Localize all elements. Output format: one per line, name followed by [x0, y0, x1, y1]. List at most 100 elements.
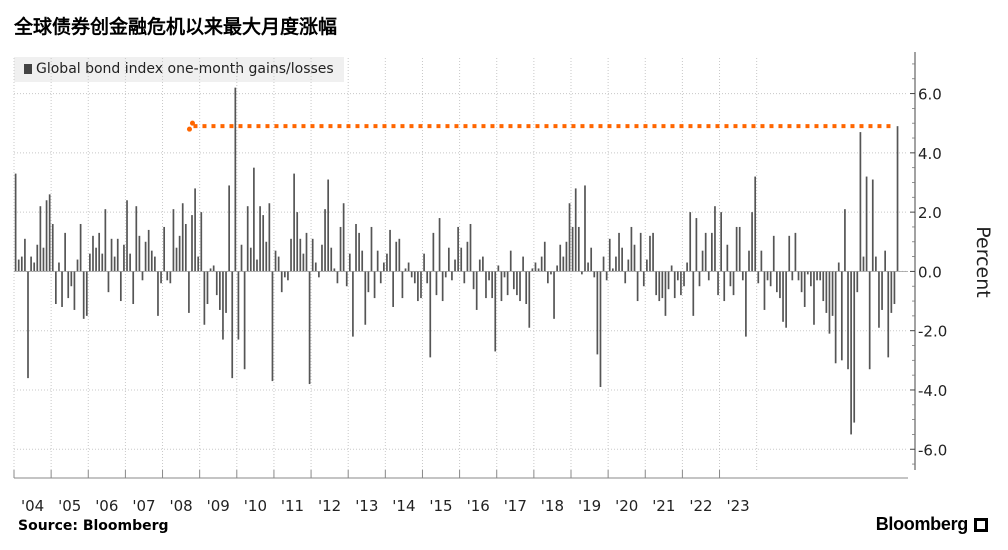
bar — [868, 271, 871, 370]
bar — [203, 271, 206, 325]
bar — [423, 253, 425, 272]
bar — [726, 244, 729, 272]
bar — [27, 271, 29, 379]
bar — [711, 232, 713, 272]
bar — [469, 223, 472, 272]
bar — [596, 271, 599, 355]
legend-label: Global bond index one-month gains/losses — [36, 61, 334, 77]
bar — [135, 206, 138, 272]
bar — [376, 250, 379, 272]
bar — [107, 271, 110, 293]
bar — [701, 250, 704, 272]
bar — [732, 271, 735, 296]
x-tick-label: '05 — [58, 497, 81, 515]
x-tick-label: '16 — [467, 497, 490, 515]
bar — [373, 271, 376, 299]
bar — [813, 271, 815, 325]
bar — [280, 271, 283, 293]
bar — [215, 271, 218, 296]
reference-line — [186, 120, 895, 132]
bar — [89, 253, 91, 272]
bar — [605, 271, 608, 281]
x-tick-label: '07 — [132, 497, 155, 515]
bar — [231, 271, 234, 379]
bar — [407, 262, 410, 272]
bar — [673, 271, 676, 299]
bar — [797, 271, 800, 281]
bar — [61, 271, 63, 307]
bar — [639, 232, 642, 272]
bar — [646, 259, 648, 272]
bar — [386, 253, 388, 272]
x-tick-label: '19 — [578, 497, 601, 515]
bar — [283, 271, 286, 278]
bar — [20, 256, 23, 272]
bar — [738, 226, 741, 272]
bar — [95, 247, 97, 272]
bar — [466, 241, 469, 272]
bar — [519, 271, 521, 302]
bar — [794, 232, 797, 272]
bar — [692, 271, 695, 316]
bar — [559, 244, 562, 272]
bar — [584, 185, 586, 272]
bar — [806, 271, 809, 275]
bar — [754, 176, 757, 272]
bar — [534, 262, 537, 272]
bar — [14, 173, 17, 272]
bar — [506, 271, 509, 296]
bar — [831, 271, 834, 316]
bar — [624, 271, 627, 284]
bar — [308, 271, 311, 385]
bar — [163, 226, 166, 272]
bar — [680, 271, 682, 296]
bar — [345, 271, 348, 287]
bar — [194, 188, 196, 272]
bar — [503, 271, 506, 278]
bar — [178, 235, 181, 272]
bar — [766, 271, 769, 281]
bar — [138, 235, 141, 272]
bar — [348, 253, 351, 272]
bar — [51, 223, 54, 272]
bar — [392, 271, 394, 307]
bar — [441, 271, 444, 302]
bar — [720, 212, 722, 272]
bar — [73, 271, 76, 310]
bar — [172, 209, 175, 272]
bar — [741, 271, 744, 281]
bar — [429, 271, 432, 358]
bar — [447, 247, 450, 272]
bar — [676, 271, 679, 281]
bar — [314, 262, 317, 272]
bar — [42, 247, 45, 272]
bar — [847, 271, 849, 370]
bar — [256, 259, 258, 272]
bar — [184, 223, 187, 272]
y-tick-label: 6.0 — [918, 86, 942, 104]
bars — [14, 87, 908, 435]
bar — [488, 271, 490, 281]
bar — [311, 238, 314, 272]
bar — [655, 271, 658, 296]
bar — [330, 247, 333, 272]
bar — [336, 271, 339, 284]
bar — [590, 247, 593, 272]
bar — [627, 259, 630, 272]
bar — [389, 229, 391, 272]
reference-marker — [186, 126, 192, 132]
bar — [126, 200, 128, 272]
bar — [352, 271, 354, 337]
bar — [500, 271, 503, 302]
bar — [225, 271, 227, 313]
bar — [383, 262, 385, 272]
bar — [723, 271, 726, 302]
bar — [667, 271, 670, 290]
bar — [497, 265, 500, 272]
bar — [253, 167, 255, 272]
bar — [463, 271, 466, 284]
bar — [36, 244, 39, 272]
x-axis: '04 '05 '06 '07 '08 '09 '10 '11 '12 '13 '14 '15 '16 '… — [13, 470, 908, 515]
bar — [299, 238, 302, 272]
bar — [568, 203, 571, 272]
